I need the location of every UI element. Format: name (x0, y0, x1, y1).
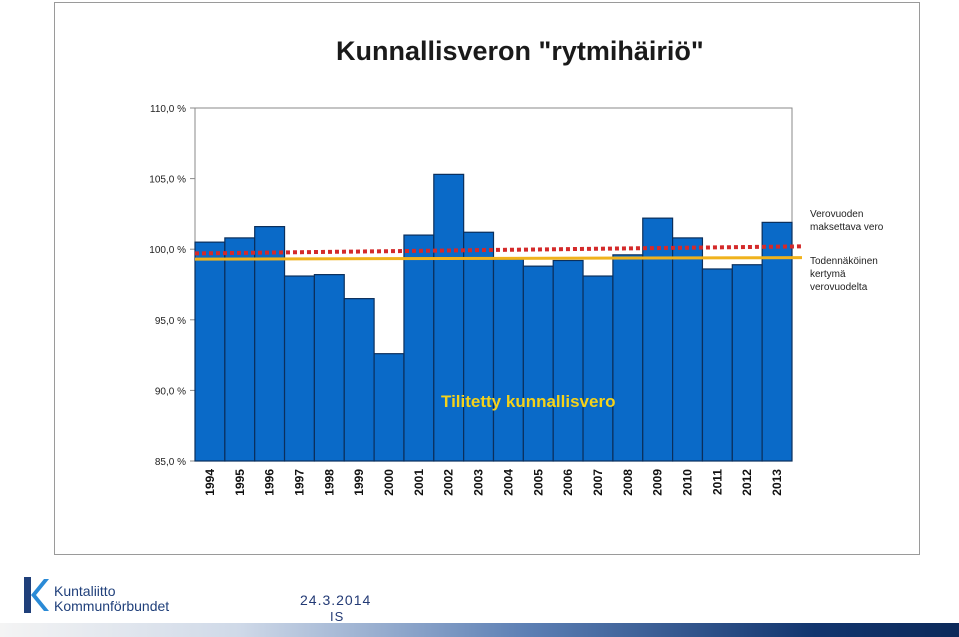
bar-1999 (343, 298, 375, 462)
logo-line-2: Kommunförbundet (54, 598, 170, 614)
kuntaliitto-logo: Kuntaliitto Kommunförbundet (20, 575, 220, 615)
bar-2001 (403, 234, 435, 462)
reference-line (194, 244, 803, 256)
x-tick-label: 2002 (442, 469, 456, 496)
chart-title: Kunnallisveron "rytmihäiriö" (336, 36, 704, 66)
x-tick-label: 2006 (561, 469, 575, 496)
x-tick-label: 2000 (382, 469, 396, 496)
bar-1996 (254, 226, 286, 462)
legend-label: kertymä (810, 269, 846, 280)
x-tick-label: 1998 (322, 469, 336, 496)
bar-2013 (761, 221, 793, 462)
x-tick-label: 1996 (263, 469, 277, 496)
x-tick-label: 2010 (681, 469, 695, 496)
x-tick-label: 2001 (412, 469, 426, 496)
footer-date: 24.3.2014 (300, 592, 372, 608)
bar-2003 (463, 231, 495, 462)
bar-2008 (612, 254, 644, 462)
y-tick-label: 85,0 % (155, 457, 186, 468)
legend-label: Todennäköinen (810, 256, 878, 267)
bars (194, 173, 793, 462)
logo-line-1: Kuntaliitto (54, 583, 116, 599)
footer-initials: IS (330, 609, 345, 624)
annotation-label: Tilitetty kunnallisvero (441, 392, 615, 411)
x-tick-label: 1997 (292, 469, 306, 496)
y-tick-label: 110,0 % (150, 104, 186, 115)
bar-2012 (731, 264, 763, 462)
bar-chart: Kunnallisveron "rytmihäiriö" 85,0 % 90,0 … (149, 36, 884, 496)
slide-frame: Kunnallisveron "rytmihäiriö" 85,0 % 90,0 … (54, 2, 920, 555)
x-tick-label: 2011 (710, 469, 724, 495)
bar-2011 (701, 268, 733, 462)
y-tick-label: 95,0 % (155, 316, 186, 327)
x-tick-label: 2004 (501, 469, 515, 496)
bar-1995 (224, 237, 256, 462)
reference-line (194, 256, 803, 261)
y-axis: 85,0 % 90,0 % 95,0 % 100,0 % 105,0 % 110,0 % (149, 104, 195, 468)
footer-gradient-bar (0, 623, 959, 637)
legend-label: verovuodelta (810, 282, 868, 293)
x-tick-label: 1994 (203, 469, 217, 496)
logo-mark-icon (24, 577, 49, 613)
x-tick-label: 2009 (651, 469, 665, 496)
x-tick-label: 1995 (233, 469, 247, 496)
bar-2007 (582, 275, 614, 462)
bar-2006 (552, 259, 584, 462)
bar-1994 (194, 241, 226, 462)
bar-2004 (492, 258, 524, 462)
x-axis-labels: 1994 1995 1996 1997 1998 1999 2000 2001 2002 2003… (203, 469, 784, 496)
bar-2009 (642, 217, 674, 462)
x-tick-label: 1999 (352, 469, 366, 496)
bar-2002 (433, 173, 465, 462)
y-tick-label: 105,0 % (149, 175, 186, 186)
x-tick-label: 2008 (621, 469, 635, 496)
legend: Verovuoden maksettava vero Todennäköinen ke… (810, 209, 884, 293)
x-tick-label: 2005 (531, 469, 545, 496)
x-tick-label: 2003 (472, 469, 486, 496)
x-tick-label: 2007 (591, 469, 605, 496)
y-tick-label: 90,0 % (155, 386, 186, 397)
bar-1998 (313, 274, 345, 462)
bar-2000 (373, 353, 405, 462)
x-tick-label: 2012 (740, 469, 754, 496)
reference-lines (194, 244, 803, 261)
bar-2005 (522, 265, 554, 462)
x-tick-label: 2013 (770, 469, 784, 496)
legend-label: maksettava vero (810, 222, 884, 233)
bar-2010 (671, 237, 704, 462)
y-tick-label: 100,0 % (149, 245, 186, 256)
bar-1997 (283, 275, 316, 462)
legend-label: Verovuoden (810, 209, 863, 220)
